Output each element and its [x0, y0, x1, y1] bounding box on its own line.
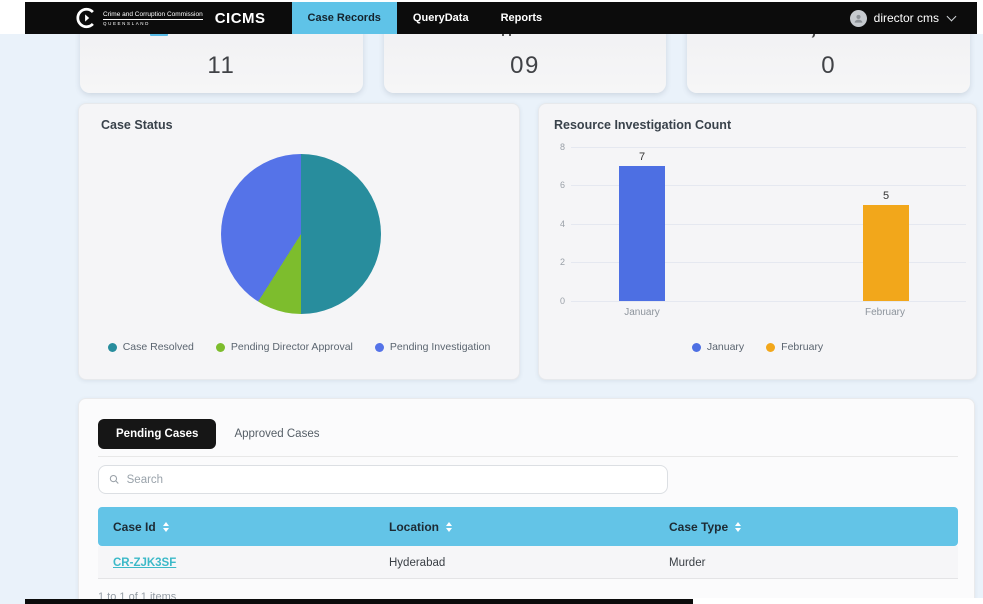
clipped-card-icon-fragment: [150, 32, 168, 36]
nav-item-reports[interactable]: Reports: [500, 12, 543, 24]
x-label-february: February: [864, 307, 905, 318]
top-navbar: Crime and Corruption Commission QUEENSLA…: [25, 2, 977, 34]
tabs-underline: [98, 456, 958, 457]
stat-card-3-value: 0: [821, 52, 837, 79]
app-name: CICMS: [214, 9, 266, 27]
y-tick-2: 2: [559, 257, 565, 267]
legend-label: Pending Investigation: [389, 341, 491, 353]
legend-label: February: [781, 341, 824, 353]
column-label: Location: [389, 519, 439, 534]
case-status-pie-chart: [221, 154, 381, 314]
brand: Crime and Corruption Commission QUEENSLA…: [75, 7, 266, 29]
column-header-case-type[interactable]: Case Type: [669, 507, 742, 546]
gridline: [571, 262, 966, 263]
case-status-panel: Case Status Case Resolved Pending Direct…: [78, 103, 520, 380]
column-label: Case Type: [669, 519, 729, 534]
y-tick-6: 6: [559, 180, 565, 190]
cases-tabs: Pending Cases Approved Cases: [98, 419, 337, 449]
x-label-january: January: [624, 307, 660, 318]
legend-label: Case Resolved: [122, 341, 194, 353]
search-input[interactable]: [126, 473, 657, 486]
legend-item-january[interactable]: January: [691, 341, 745, 353]
nav-item-case-records[interactable]: Case Records: [291, 2, 397, 34]
avatar: [849, 9, 867, 27]
pie-legend: Case Resolved Pending Director Approval …: [79, 341, 519, 353]
search-box: [98, 465, 668, 494]
gridline: [571, 224, 966, 225]
user-name: director cms: [873, 11, 939, 25]
brand-org-line2: QUEENSLAND: [103, 20, 151, 26]
legend-dot: [691, 342, 701, 352]
resource-investigation-title: Resource Investigation Count: [554, 118, 732, 132]
tab-approved-cases[interactable]: Approved Cases: [234, 428, 320, 440]
gridline: [571, 185, 966, 186]
screenshot-bottom-black-edge: [25, 599, 693, 604]
legend-dot: [374, 342, 384, 352]
search-icon: [109, 474, 119, 484]
chevron-down-icon: [946, 11, 957, 22]
screenshot-bottom-white-edge: [693, 598, 983, 604]
bar-february-value: 5: [882, 189, 890, 202]
brand-org-text: Crime and Corruption Commission QUEENSLA…: [103, 11, 213, 26]
legend-item-pending-director-approval[interactable]: Pending Director Approval: [215, 341, 353, 353]
bar-chart-plot: 8 6 4 2 0 7 5 January February: [560, 142, 966, 318]
legend-label: Pending Director Approval: [230, 341, 353, 353]
table-row: CR-ZJK3SF Hyderabad Murder: [98, 546, 958, 579]
column-label: Case Id: [113, 519, 156, 534]
bar-january-value: 7: [638, 151, 646, 164]
legend-item-february[interactable]: February: [766, 341, 823, 353]
gridline: [571, 301, 966, 302]
legend-dot: [766, 342, 776, 352]
y-tick-8: 8: [559, 142, 565, 152]
person-icon: [854, 14, 863, 23]
cell-case-type: Murder: [669, 556, 706, 569]
brand-org-line1: Crime and Corruption Commission: [103, 10, 203, 20]
legend-item-pending-investigation[interactable]: Pending Investigation: [374, 341, 491, 353]
nav-item-querydata[interactable]: QueryData: [412, 12, 469, 24]
table-header: Case Id Location Case Type: [98, 507, 958, 546]
y-tick-4: 4: [559, 219, 565, 229]
case-status-title: Case Status: [101, 118, 173, 132]
sort-icon[interactable]: [446, 521, 452, 532]
tab-pending-cases[interactable]: Pending Cases: [98, 419, 217, 449]
case-id-link[interactable]: CR-ZJK3SF: [113, 556, 177, 569]
sort-icon[interactable]: [735, 521, 742, 532]
user-menu[interactable]: director cms: [849, 9, 957, 27]
legend-dot: [107, 342, 117, 352]
legend-item-case-resolved[interactable]: Case Resolved: [107, 341, 194, 353]
cases-panel: Pending Cases Approved Cases Case Id Loc…: [78, 398, 975, 604]
bar-legend: January February: [539, 341, 976, 353]
cell-location: Hyderabad: [389, 556, 446, 569]
bar-january-rect: [619, 166, 665, 301]
bar-february-rect: [863, 204, 909, 301]
clipped-card-title-fragment: [501, 33, 512, 36]
column-header-case-id[interactable]: Case Id: [113, 507, 169, 546]
sort-icon[interactable]: [162, 521, 169, 532]
column-header-location[interactable]: Location: [389, 507, 452, 546]
gridline: [571, 147, 966, 148]
stat-card-1-value: 11: [207, 52, 236, 79]
y-tick-0: 0: [559, 296, 565, 306]
resource-investigation-panel: Resource Investigation Count 8 6 4 2 0 7…: [538, 103, 977, 380]
cell-case-id: CR-ZJK3SF: [113, 546, 176, 579]
nav-items: Case Records QueryData Reports: [291, 2, 559, 34]
stat-card-2-value: 09: [510, 52, 540, 79]
ccc-logo-icon: [76, 7, 94, 29]
legend-dot: [215, 342, 225, 352]
legend-label: January: [706, 341, 745, 353]
